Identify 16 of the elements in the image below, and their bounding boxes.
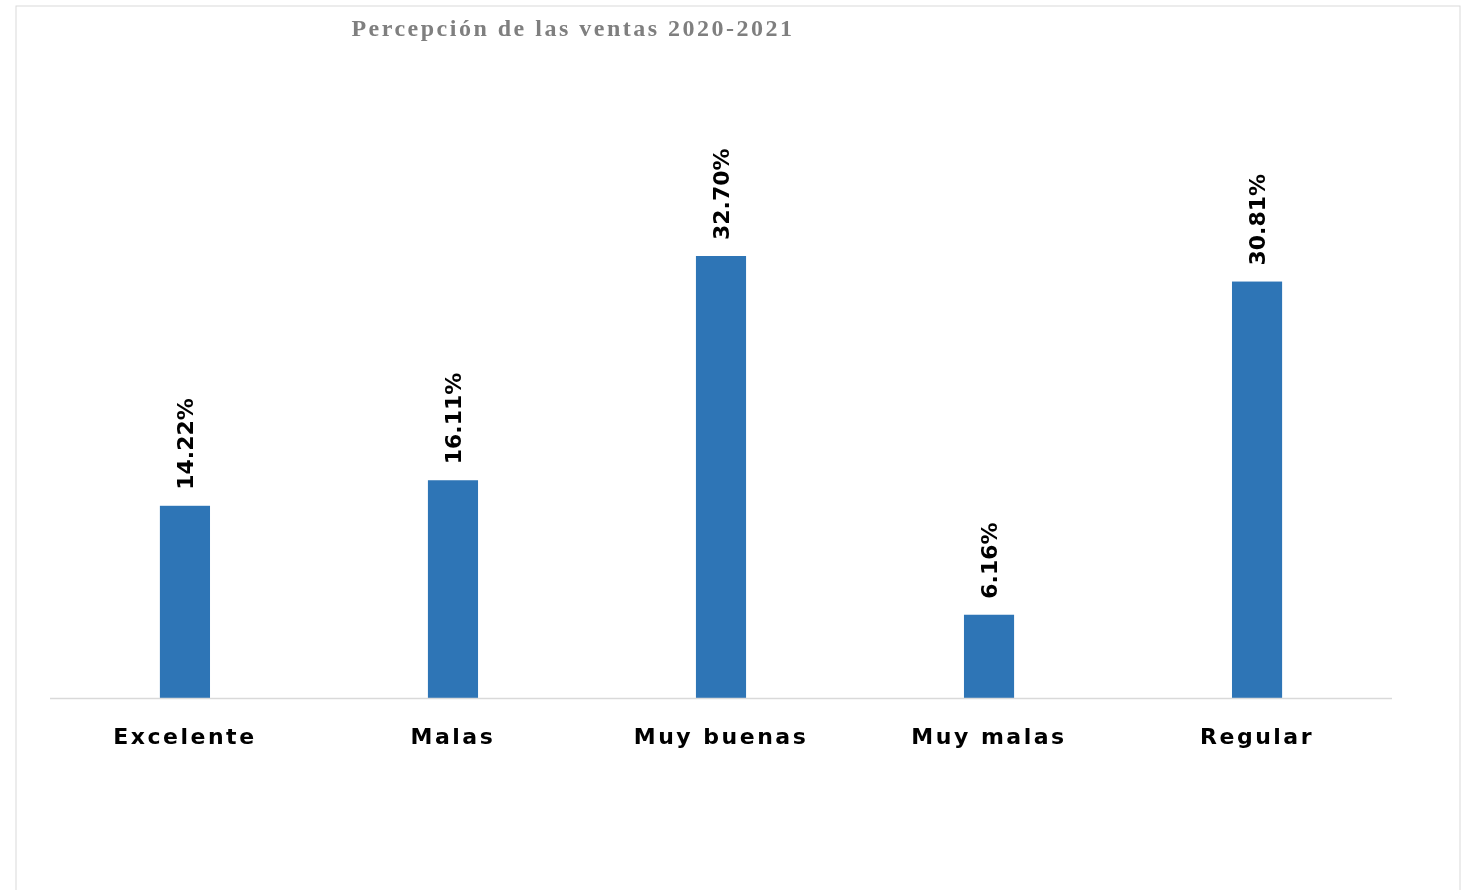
x-tick-label: Excelente (113, 724, 257, 749)
bar (963, 614, 1015, 698)
data-label: 32.70% (709, 148, 734, 240)
x-tick-label: Regular (1200, 724, 1315, 749)
bar (159, 505, 211, 698)
x-tick-label: Muy buenas (633, 724, 809, 749)
x-tick-label: Muy malas (911, 724, 1067, 749)
bar (695, 256, 747, 698)
x-tick-label: Malas (410, 724, 496, 749)
chart-title: Percepción de las ventas 2020-2021 (351, 15, 795, 41)
bar (427, 480, 479, 698)
data-label: 30.81% (1245, 173, 1271, 266)
data-label: 16.11% (440, 372, 466, 465)
bar (1231, 281, 1283, 698)
data-label: 14.22% (172, 398, 198, 490)
data-label: 6.16% (977, 522, 1003, 599)
